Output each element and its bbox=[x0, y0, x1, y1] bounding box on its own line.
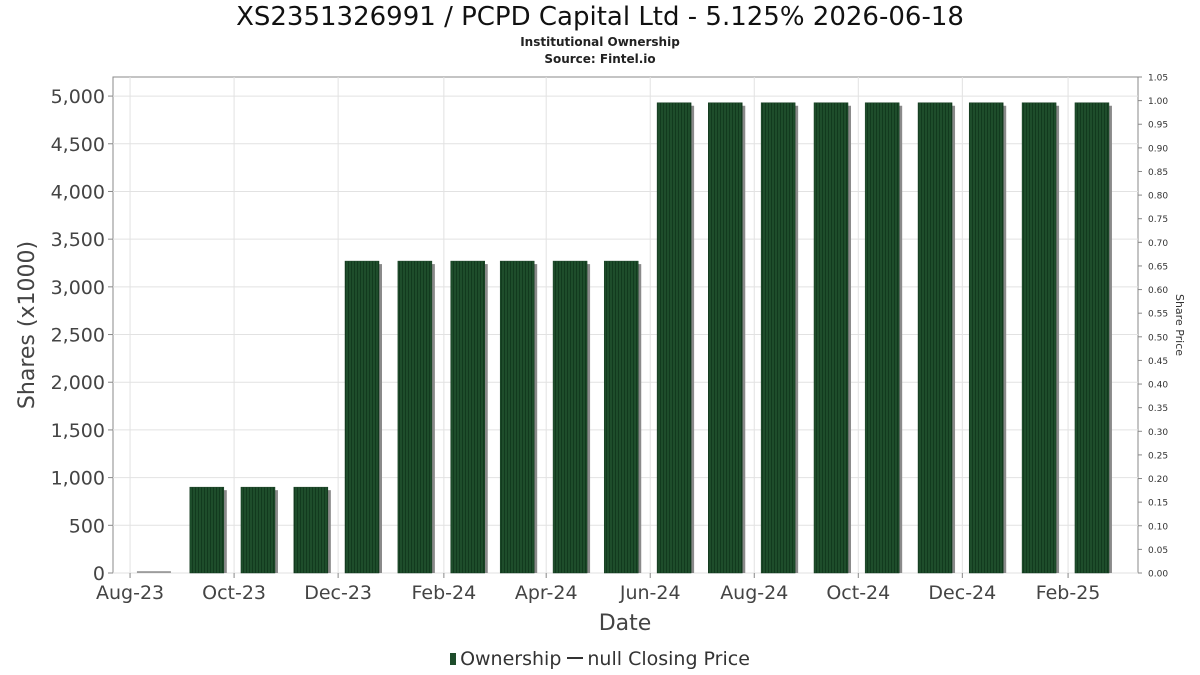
ownership-bar bbox=[189, 486, 227, 574]
y2-tick-label: 0.75 bbox=[1148, 215, 1168, 225]
ownership-bar-body bbox=[864, 102, 900, 574]
y2-tick-label: 0.80 bbox=[1148, 192, 1168, 202]
x-tick-label: Jun-24 bbox=[619, 582, 681, 604]
y2-tick-label: 0.95 bbox=[1148, 121, 1168, 131]
x-tick-label: Oct-24 bbox=[826, 582, 890, 604]
ownership-bar-body bbox=[344, 260, 380, 574]
y2-axis-label: Share Price bbox=[1173, 294, 1186, 356]
ownership-bar-body bbox=[450, 260, 485, 574]
y-tick-label: 1,500 bbox=[51, 420, 105, 442]
y2-tick-label: 0.20 bbox=[1148, 475, 1168, 485]
ownership-bar bbox=[864, 102, 903, 574]
ownership-bar bbox=[240, 486, 278, 574]
ownership-bar bbox=[1074, 102, 1112, 574]
y-tick-label: 4,000 bbox=[51, 181, 105, 203]
ownership-bar-body bbox=[240, 486, 276, 574]
y-tick-label: 1,000 bbox=[51, 468, 105, 490]
x-tick-label: Aug-23 bbox=[96, 582, 164, 604]
ownership-bar-body bbox=[397, 260, 433, 574]
ownership-bar-body bbox=[917, 102, 953, 574]
y2-tick-label: 0.55 bbox=[1148, 310, 1168, 320]
y2-tick-label: 0.35 bbox=[1148, 404, 1168, 414]
y-tick-label: 500 bbox=[69, 515, 105, 537]
ownership-bar-body bbox=[656, 102, 692, 574]
legend-ownership-label: Ownership bbox=[460, 648, 562, 670]
y2-tick-label: 1.00 bbox=[1148, 97, 1168, 107]
ownership-bar bbox=[760, 102, 799, 574]
ownership-bar bbox=[293, 486, 331, 574]
legend-price-line bbox=[567, 657, 584, 659]
ownership-bar bbox=[552, 260, 591, 574]
ownership-bar bbox=[656, 102, 695, 574]
legend-price-label: null Closing Price bbox=[587, 648, 750, 670]
y2-tick-label: 0.60 bbox=[1148, 286, 1168, 296]
y2-tick-label: 0.65 bbox=[1148, 262, 1168, 272]
ownership-bar bbox=[603, 260, 642, 574]
chart-subtitle: Institutional Ownership bbox=[520, 35, 680, 49]
y2-tick-label: 0.90 bbox=[1148, 144, 1168, 154]
ownership-bar bbox=[344, 260, 383, 574]
y2-tick-label: 1.05 bbox=[1148, 74, 1168, 84]
ownership-bar-body bbox=[189, 486, 225, 574]
ownership-bar-body bbox=[708, 102, 743, 574]
y2-tick-label: 0.30 bbox=[1148, 428, 1168, 438]
x-axis: Aug-23 Oct-23 Dec-23 Feb-24 Apr-24 Jun-24 Aug-… bbox=[96, 573, 1100, 604]
y2-tick-label: 0.45 bbox=[1148, 357, 1168, 367]
bar-series-ownership bbox=[136, 102, 1112, 574]
y2-tick-label: 0.10 bbox=[1148, 522, 1168, 532]
x-tick-label: Feb-25 bbox=[1036, 582, 1101, 604]
y-axis-label: Shares (x1000) bbox=[15, 241, 40, 409]
x-tick-label: Aug-24 bbox=[720, 582, 788, 604]
x-tick-label: Feb-24 bbox=[412, 582, 477, 604]
y-tick-label: 2,000 bbox=[51, 372, 105, 394]
y2-tick-label: 0.85 bbox=[1148, 168, 1168, 178]
y2-tick-label: 0.40 bbox=[1148, 381, 1168, 391]
ownership-bar bbox=[813, 102, 852, 574]
x-tick-label: Dec-24 bbox=[928, 582, 996, 604]
y-tick-label: 3,000 bbox=[51, 277, 105, 299]
y-tick-label: 4,500 bbox=[51, 134, 105, 156]
ownership-bar-body bbox=[813, 102, 849, 574]
y2-tick-label: 0.70 bbox=[1148, 239, 1168, 249]
chart-source: Source: Fintel.io bbox=[544, 52, 656, 66]
ownership-bar-body bbox=[1074, 102, 1110, 574]
ownership-bar bbox=[397, 260, 435, 574]
x-tick-label: Apr-24 bbox=[515, 582, 578, 604]
ownership-bar-body bbox=[552, 260, 588, 574]
x-tick-label: Oct-23 bbox=[202, 582, 266, 604]
y2-tick-label: 0.50 bbox=[1148, 333, 1168, 343]
ownership-bar bbox=[499, 260, 538, 574]
x-tick-label: Dec-23 bbox=[304, 582, 372, 604]
ownership-bar-body bbox=[968, 102, 1004, 574]
ownership-bar-body bbox=[293, 486, 329, 574]
y-tick-label: 0 bbox=[93, 563, 105, 585]
ownership-bar bbox=[1021, 102, 1060, 574]
ownership-bar bbox=[450, 260, 488, 574]
y-tick-label: 5,000 bbox=[51, 86, 105, 108]
y2-tick-label: 0.00 bbox=[1148, 570, 1168, 580]
y2-tick-label: 0.05 bbox=[1148, 546, 1168, 556]
chart-title: XS2351326991 / PCPD Capital Ltd - 5.125%… bbox=[236, 2, 964, 32]
y-axis-left: 0 500 1,000 1,500 2,000 2,500 3,000 3,500 4,000 4… bbox=[51, 86, 113, 585]
ownership-bar-body bbox=[760, 102, 796, 574]
ownership-bar bbox=[968, 102, 1007, 574]
ownership-bar-body bbox=[1021, 102, 1057, 574]
legend-ownership-swatch bbox=[450, 653, 457, 665]
x-axis-label: Date bbox=[599, 611, 652, 636]
y2-tick-label: 0.15 bbox=[1148, 499, 1168, 509]
y-tick-label: 2,500 bbox=[51, 325, 105, 347]
ownership-bar-body bbox=[499, 260, 535, 574]
y-tick-label: 3,500 bbox=[51, 229, 105, 251]
ownership-bar bbox=[917, 102, 956, 574]
ownership-bar-body bbox=[603, 260, 639, 574]
chart-legend: Ownership null Closing Price bbox=[0, 648, 1200, 670]
y-axis-right: 0.00 0.05 0.10 0.15 0.20 0.25 0.30 0.35 0.40 0.45… bbox=[1138, 74, 1168, 580]
ownership-bar bbox=[708, 102, 746, 574]
y2-tick-label: 0.25 bbox=[1148, 451, 1168, 461]
